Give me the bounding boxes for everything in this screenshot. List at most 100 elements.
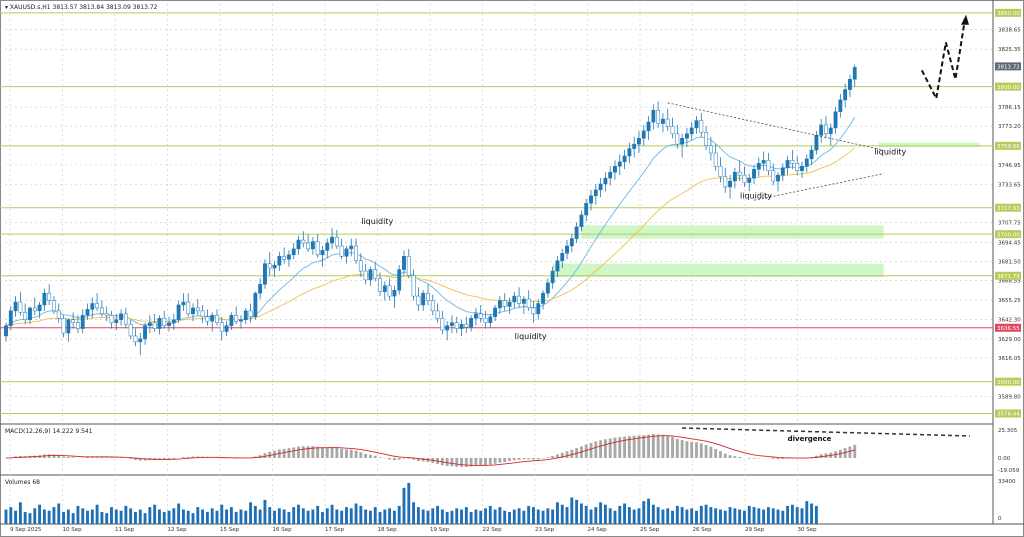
volume-bar bbox=[172, 508, 176, 524]
volume-bar bbox=[790, 504, 794, 524]
volume-bar bbox=[517, 508, 521, 524]
volume-bar bbox=[450, 510, 454, 524]
level-label-bg bbox=[995, 8, 1021, 17]
chart-header: ▾ XAUUSD.s,H1 3813.57 3813.84 3813.09 38… bbox=[5, 4, 158, 11]
level-label: 3700.00 bbox=[997, 232, 1020, 238]
price-tick-label: 3589.80 bbox=[998, 395, 1021, 401]
candle-body bbox=[521, 298, 526, 304]
projection-arrowhead bbox=[961, 14, 970, 25]
candle-body bbox=[258, 284, 263, 294]
volume-bar bbox=[383, 509, 387, 524]
candle-body bbox=[526, 298, 531, 309]
level-label-bg bbox=[995, 230, 1021, 239]
volume-bar bbox=[4, 509, 8, 524]
price-tick-label: 3629.00 bbox=[998, 337, 1021, 343]
price-tick-label: 3694.45 bbox=[998, 240, 1021, 246]
volume-bar bbox=[464, 507, 468, 524]
volume-bar bbox=[651, 504, 655, 524]
candle-body bbox=[248, 310, 253, 318]
level-label: 3636.55 bbox=[997, 326, 1020, 332]
volume-bar bbox=[249, 502, 252, 524]
candle-body bbox=[66, 319, 71, 334]
candle-body bbox=[536, 303, 541, 315]
candle-body bbox=[555, 260, 560, 272]
candle-body bbox=[598, 183, 603, 191]
candle-body bbox=[507, 301, 512, 307]
volume-bar bbox=[632, 509, 636, 524]
candle-body bbox=[397, 269, 402, 291]
volume-bar bbox=[661, 509, 665, 524]
candle-body bbox=[531, 307, 536, 315]
candle-body bbox=[272, 264, 277, 269]
volume-bar bbox=[762, 509, 766, 524]
candle-body bbox=[804, 158, 809, 167]
candle-body bbox=[828, 127, 833, 135]
volume-bar bbox=[704, 504, 708, 524]
candle-body bbox=[253, 292, 258, 318]
candle-body bbox=[426, 292, 430, 301]
candle-body bbox=[848, 78, 852, 90]
volume-bar bbox=[623, 503, 627, 524]
volume-bar bbox=[359, 505, 363, 524]
volume-bar bbox=[527, 505, 531, 524]
volume-bar bbox=[656, 507, 660, 524]
volume-bar bbox=[814, 505, 818, 524]
volume-bar bbox=[421, 509, 425, 524]
candle-body bbox=[215, 315, 219, 323]
volume-bar bbox=[412, 502, 416, 524]
candle-body bbox=[387, 285, 392, 297]
volume-bar bbox=[210, 508, 214, 524]
candle-body bbox=[718, 166, 723, 177]
x-tick-label: 26 Sep bbox=[693, 527, 713, 533]
volume-bar bbox=[9, 507, 13, 524]
candle-body bbox=[732, 171, 737, 182]
candle-body bbox=[704, 132, 709, 146]
candle-body bbox=[694, 120, 699, 129]
level-label-bg bbox=[995, 82, 1021, 91]
candle-body bbox=[349, 245, 354, 250]
volume-bar bbox=[771, 508, 775, 524]
candle-body bbox=[593, 189, 598, 197]
candle-body bbox=[627, 148, 632, 157]
volume-bar bbox=[603, 504, 607, 524]
candle-body bbox=[143, 325, 147, 340]
volume-bar bbox=[488, 505, 492, 524]
volume-bar bbox=[277, 508, 281, 524]
volume-bar bbox=[297, 504, 300, 524]
candle-body bbox=[747, 177, 752, 183]
volume-bar bbox=[330, 504, 334, 524]
volume-tick-label: 33400 bbox=[998, 479, 1016, 485]
candle-body bbox=[464, 323, 469, 328]
volume-bar bbox=[484, 508, 487, 524]
candle-body bbox=[392, 289, 397, 297]
candle-body bbox=[277, 256, 282, 266]
volume-bar bbox=[129, 508, 133, 524]
volume-bar bbox=[436, 505, 439, 524]
candle-body bbox=[780, 167, 785, 176]
candle-body bbox=[296, 239, 301, 250]
volume-bar bbox=[148, 507, 152, 524]
x-tick-label: 11 Sep bbox=[115, 527, 135, 533]
volume-bar bbox=[455, 508, 459, 524]
price-tick-label: 3642.30 bbox=[998, 317, 1021, 323]
candle-body bbox=[109, 315, 114, 323]
volume-bar bbox=[244, 510, 248, 524]
candle-body bbox=[114, 319, 119, 323]
x-tick-label: 17 Sep bbox=[325, 527, 345, 533]
volume-bar bbox=[594, 507, 598, 524]
candle-body bbox=[795, 163, 800, 171]
volume-bar bbox=[124, 505, 128, 524]
candle-body bbox=[483, 318, 488, 323]
candle-body bbox=[680, 138, 685, 145]
volume-bar bbox=[584, 505, 588, 524]
volume-bar bbox=[105, 513, 109, 524]
volume-bar bbox=[345, 507, 348, 524]
candle-body bbox=[761, 160, 766, 164]
volume-bar bbox=[416, 507, 420, 524]
macd-tick-label: -19.059 bbox=[998, 468, 1020, 474]
projection-path bbox=[920, 18, 967, 102]
candle-body bbox=[435, 310, 440, 319]
volume-bar bbox=[738, 509, 742, 524]
divergence-label: divergence bbox=[788, 435, 832, 443]
